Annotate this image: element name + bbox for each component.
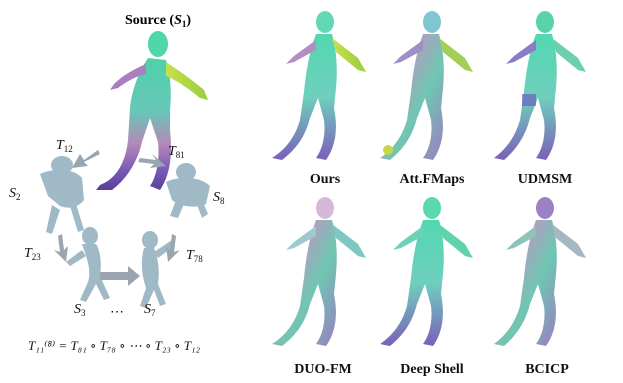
method-label-bcicp: BCICP xyxy=(525,362,569,377)
cycle-shape-s8 xyxy=(166,163,210,218)
method-shape-ours xyxy=(272,11,366,160)
arrow-t23 xyxy=(54,234,68,262)
method-shape-deepshell xyxy=(380,197,473,346)
method-label-ours: Ours xyxy=(309,172,341,187)
label-t23: T23 xyxy=(24,246,41,262)
method-label-attfmaps: Att.FMaps xyxy=(399,172,465,187)
cycle-shape-s7 xyxy=(140,231,174,308)
source-shape xyxy=(96,31,208,190)
arrow-t12 xyxy=(72,150,100,168)
cycle-shape-s2 xyxy=(40,156,84,234)
label-t12: T12 xyxy=(56,138,73,154)
label-s7: S7 xyxy=(144,302,156,318)
arrow-t78 xyxy=(166,234,180,262)
cycle-arrows xyxy=(54,150,180,286)
label-s2: S2 xyxy=(9,186,21,202)
method-shape-bcicp xyxy=(494,197,586,346)
method-shape-duofm xyxy=(272,197,366,346)
method-label-udmsm: UDMSM xyxy=(517,172,573,187)
arrow-t81 xyxy=(138,154,166,168)
arrow-t37 xyxy=(100,266,140,286)
method-shape-udmsm xyxy=(494,11,586,160)
method-label-deepshell: Deep Shell xyxy=(400,362,464,377)
cycle-formula: T₁₁⁽⁸⁾ = T₈₁ ∘ T₇₈ ∘ ⋯ ∘ T₂₃ ∘ T₁₂ xyxy=(28,338,201,353)
method-shape-attfmaps xyxy=(380,11,473,160)
cycle-shape-s3 xyxy=(66,227,110,302)
label-s8: S8 xyxy=(213,190,225,206)
method-label-duofm: DUO-FM xyxy=(294,362,352,377)
label-t78: T78 xyxy=(186,248,203,264)
source-title: Source (S1) xyxy=(125,13,191,29)
label-s3: S3 xyxy=(74,302,86,318)
label-dots: ⋯ xyxy=(110,305,124,320)
label-t81: T81 xyxy=(168,144,185,160)
